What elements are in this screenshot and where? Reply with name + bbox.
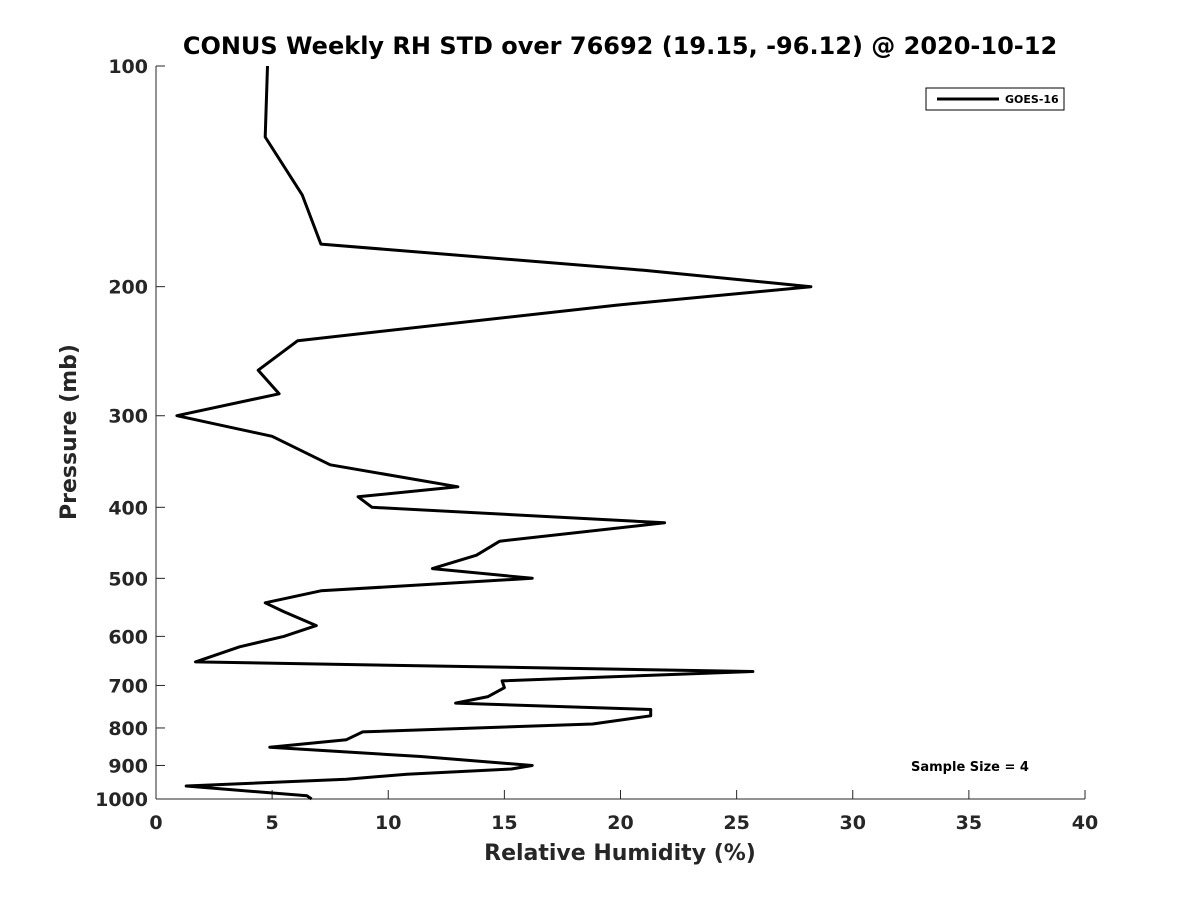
sample-size-annotation: Sample Size = 4: [911, 760, 1029, 775]
x-axis-label: Relative Humidity (%): [484, 841, 756, 866]
y-tick-label: 500: [108, 568, 148, 590]
x-tick-label: 35: [956, 812, 982, 834]
x-tick-label: 30: [840, 812, 866, 834]
series-layer: [175, 65, 813, 801]
legend-label-goes-16: GOES-16: [1005, 93, 1059, 106]
y-tick-label: 800: [108, 718, 148, 740]
x-ticks: 0 5 10 15 20 25 30 35 40: [149, 790, 1098, 834]
y-tick-label: 1000: [95, 789, 148, 811]
y-tick-label: 600: [108, 626, 148, 648]
x-tick-label: 5: [266, 812, 279, 834]
chart-title: CONUS Weekly RH STD over 76692 (19.15, -…: [183, 32, 1057, 60]
legend: GOES-16: [925, 87, 1065, 111]
x-tick-label: 0: [149, 812, 162, 834]
x-tick-label: 15: [491, 812, 517, 834]
y-tick-label: 100: [108, 56, 148, 78]
y-tick-label: 400: [108, 497, 148, 519]
y-tick-label: 700: [108, 675, 148, 697]
x-tick-label: 25: [723, 812, 749, 834]
x-tick-label: 20: [607, 812, 633, 834]
y-tick-label: 300: [108, 406, 148, 428]
y-tick-label: 900: [108, 755, 148, 777]
series-line-goes-16: [175, 65, 813, 801]
y-ticks: 100 200 300 400 500 600 700 800 900 1000: [95, 56, 165, 811]
y-axis-label: Pressure (mb): [57, 344, 82, 520]
y-tick-label: 200: [108, 277, 148, 299]
x-tick-label: 10: [375, 812, 401, 834]
x-tick-label: 40: [1072, 812, 1098, 834]
